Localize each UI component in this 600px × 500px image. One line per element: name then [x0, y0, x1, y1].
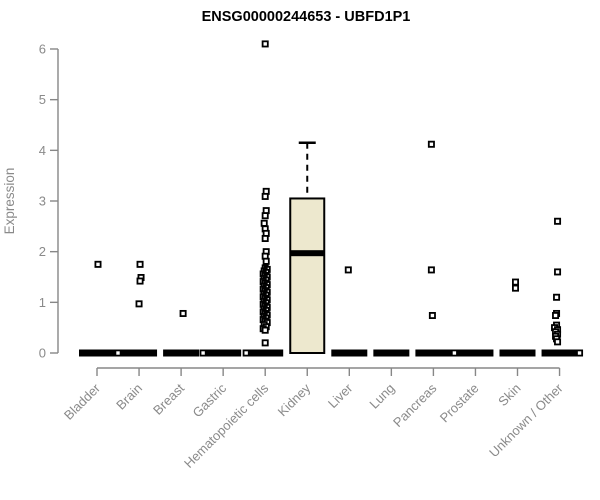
outlier-point	[261, 326, 269, 334]
zero-bar	[247, 349, 284, 357]
x-tick-label: Lung	[366, 381, 397, 412]
x-tick-label: Gastric	[190, 380, 230, 420]
outlier-point	[450, 349, 458, 357]
outlier-point	[427, 266, 435, 274]
y-tick-label: 0	[39, 346, 46, 361]
outlier-point	[136, 260, 144, 268]
y-tick-label: 2	[39, 244, 46, 259]
outlier-point	[261, 192, 269, 200]
outlier-point	[261, 212, 269, 220]
outlier-point	[428, 312, 436, 320]
outlier-point	[199, 349, 207, 357]
zero-bar	[373, 349, 410, 357]
zero-bar	[499, 349, 536, 357]
zero-bar	[79, 349, 115, 357]
outlier-point	[94, 260, 102, 268]
outlier-point	[135, 300, 143, 308]
x-tick-label: Unknown / Other	[486, 380, 566, 460]
outlier-point	[552, 312, 560, 320]
outlier-point	[114, 349, 122, 357]
outlier-point	[427, 140, 435, 148]
zero-bar	[163, 349, 200, 357]
y-tick-label: 3	[39, 193, 46, 208]
outlier-point	[261, 339, 269, 347]
x-tick-label: Pancreas	[390, 380, 440, 430]
y-tick-label: 4	[39, 143, 46, 158]
y-tick-label: 5	[39, 92, 46, 107]
chart-title: ENSG00000244653 - UBFD1P1	[202, 9, 411, 25]
zero-bar	[541, 349, 578, 357]
outlier-point	[261, 40, 269, 48]
y-tick-label: 1	[39, 295, 46, 310]
outlier-point	[512, 284, 520, 292]
y-axis-title: Expression	[2, 168, 17, 235]
outlier-point	[554, 338, 562, 346]
x-tick-label: Breast	[150, 380, 187, 417]
x-tick-label: Skin	[495, 381, 523, 409]
x-tick-label: Brain	[113, 381, 145, 413]
outlier-point	[179, 309, 187, 317]
outlier-point	[136, 277, 144, 285]
box	[289, 197, 326, 354]
zero-bar	[415, 349, 452, 357]
outlier-point	[262, 257, 270, 265]
outlier-point	[344, 266, 352, 274]
x-tick-label: Kidney	[275, 380, 314, 419]
zero-bar	[331, 349, 368, 357]
outlier-point	[242, 349, 250, 357]
y-tick-label: 6	[39, 41, 46, 56]
x-tick-label: Bladder	[61, 380, 104, 423]
outlier-point	[512, 278, 520, 286]
zero-bar	[205, 349, 242, 357]
outlier-point	[261, 234, 269, 242]
outlier-point	[260, 219, 268, 227]
median-bar	[290, 250, 325, 257]
outlier-point	[554, 217, 562, 225]
outlier-point	[553, 293, 561, 301]
x-tick-label: Liver	[325, 380, 356, 411]
outlier-point	[576, 349, 584, 357]
zero-bar	[121, 349, 158, 357]
zero-bar	[457, 349, 494, 357]
outlier-point	[554, 268, 562, 276]
x-tick-label: Prostate	[437, 381, 482, 426]
